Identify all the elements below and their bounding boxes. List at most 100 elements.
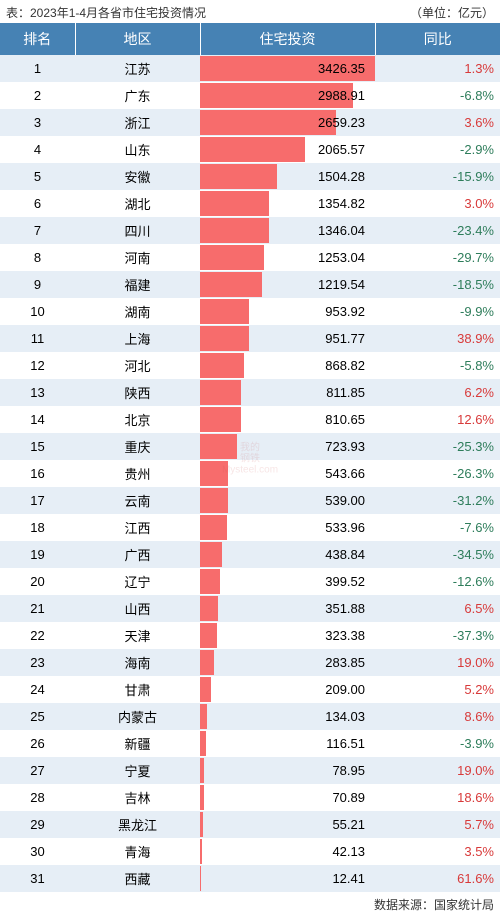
cell-invest: 811.85 [200, 379, 375, 406]
cell-region: 浙江 [75, 109, 200, 136]
bar [200, 299, 249, 324]
cell-rank: 7 [0, 217, 75, 244]
cell-region: 山西 [75, 595, 200, 622]
bar [200, 164, 277, 189]
cell-invest: 951.77 [200, 325, 375, 352]
bar [200, 245, 264, 270]
cell-yoy: -5.8% [375, 352, 500, 379]
bar [200, 110, 336, 135]
cell-invest: 438.84 [200, 541, 375, 568]
cell-region: 河北 [75, 352, 200, 379]
cell-region: 江西 [75, 514, 200, 541]
cell-region: 甘肃 [75, 676, 200, 703]
invest-value: 116.51 [326, 736, 369, 751]
cell-yoy: 3.0% [375, 190, 500, 217]
cell-invest: 399.52 [200, 568, 375, 595]
invest-value: 3426.35 [318, 61, 369, 76]
cell-rank: 4 [0, 136, 75, 163]
invest-value: 399.52 [325, 574, 369, 589]
table-row: 15重庆723.93-25.3% [0, 433, 500, 460]
cell-invest: 1219.54 [200, 271, 375, 298]
cell-yoy: 12.6% [375, 406, 500, 433]
cell-rank: 30 [0, 838, 75, 865]
cell-region: 江苏 [75, 55, 200, 82]
bar [200, 218, 269, 243]
cell-region: 吉林 [75, 784, 200, 811]
cell-yoy: -26.3% [375, 460, 500, 487]
cell-rank: 14 [0, 406, 75, 433]
cell-rank: 29 [0, 811, 75, 838]
title-bar: 表：2023年1-4月各省市住宅投资情况 （单位：亿元） [0, 0, 500, 23]
table-row: 21山西351.886.5% [0, 595, 500, 622]
invest-value: 1219.54 [318, 277, 369, 292]
cell-rank: 2 [0, 82, 75, 109]
cell-yoy: 61.6% [375, 865, 500, 892]
cell-rank: 15 [0, 433, 75, 460]
table-row: 7四川1346.04-23.4% [0, 217, 500, 244]
cell-rank: 11 [0, 325, 75, 352]
cell-region: 河南 [75, 244, 200, 271]
bar [200, 758, 204, 783]
cell-rank: 22 [0, 622, 75, 649]
table-row: 12河北868.82-5.8% [0, 352, 500, 379]
invest-value: 12.41 [332, 871, 369, 886]
cell-region: 北京 [75, 406, 200, 433]
cell-region: 内蒙古 [75, 703, 200, 730]
cell-yoy: -34.5% [375, 541, 500, 568]
table-row: 9福建1219.54-18.5% [0, 271, 500, 298]
bar [200, 515, 227, 540]
cell-region: 天津 [75, 622, 200, 649]
bar [200, 785, 204, 810]
invest-value: 70.89 [332, 790, 369, 805]
cell-region: 重庆 [75, 433, 200, 460]
cell-yoy: -29.7% [375, 244, 500, 271]
cell-rank: 1 [0, 55, 75, 82]
table-row: 28吉林70.8918.6% [0, 784, 500, 811]
cell-yoy: -18.5% [375, 271, 500, 298]
invest-value: 2988.91 [318, 88, 369, 103]
cell-yoy: -7.6% [375, 514, 500, 541]
cell-yoy: -6.8% [375, 82, 500, 109]
cell-invest: 1504.28 [200, 163, 375, 190]
cell-invest: 539.00 [200, 487, 375, 514]
cell-yoy: 38.9% [375, 325, 500, 352]
table-row: 31西藏12.4161.6% [0, 865, 500, 892]
invest-value: 283.85 [325, 655, 369, 670]
cell-region: 四川 [75, 217, 200, 244]
cell-invest: 351.88 [200, 595, 375, 622]
data-table: 排名 地区 住宅投资 同比 1江苏3426.351.3%2广东2988.91-6… [0, 23, 500, 892]
invest-value: 1253.04 [318, 250, 369, 265]
cell-yoy: 8.6% [375, 703, 500, 730]
footer-source: 数据来源：国家统计局 [0, 892, 500, 917]
cell-region: 陕西 [75, 379, 200, 406]
cell-yoy: 5.7% [375, 811, 500, 838]
cell-rank: 10 [0, 298, 75, 325]
cell-rank: 8 [0, 244, 75, 271]
cell-yoy: -3.9% [375, 730, 500, 757]
invest-value: 543.66 [325, 466, 369, 481]
cell-invest: 1253.04 [200, 244, 375, 271]
header-region: 地区 [75, 23, 200, 55]
cell-yoy: -37.3% [375, 622, 500, 649]
table-row: 14北京810.6512.6% [0, 406, 500, 433]
cell-rank: 12 [0, 352, 75, 379]
cell-region: 广西 [75, 541, 200, 568]
table-row: 4山东2065.57-2.9% [0, 136, 500, 163]
cell-yoy: 1.3% [375, 55, 500, 82]
table-row: 24甘肃209.005.2% [0, 676, 500, 703]
table-header: 排名 地区 住宅投资 同比 [0, 23, 500, 55]
bar [200, 488, 228, 513]
bar [200, 272, 262, 297]
cell-region: 山东 [75, 136, 200, 163]
cell-invest: 283.85 [200, 649, 375, 676]
header-rank: 排名 [0, 23, 75, 55]
cell-rank: 26 [0, 730, 75, 757]
table-row: 17云南539.00-31.2% [0, 487, 500, 514]
invest-value: 2659.23 [318, 115, 369, 130]
cell-invest: 1346.04 [200, 217, 375, 244]
bar [200, 191, 269, 216]
cell-invest: 3426.35 [200, 55, 375, 82]
cell-yoy: 19.0% [375, 757, 500, 784]
cell-yoy: 6.2% [375, 379, 500, 406]
cell-rank: 25 [0, 703, 75, 730]
